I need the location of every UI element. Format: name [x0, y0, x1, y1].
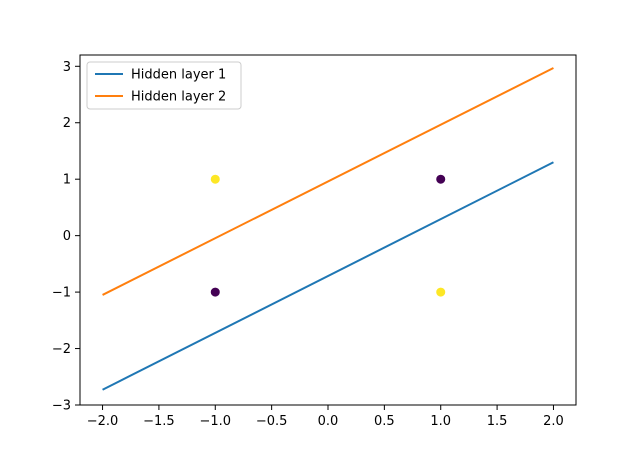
- x-tick-label: 0.0: [318, 414, 339, 429]
- data-point-3: [436, 174, 446, 184]
- x-tick-label: 2.0: [543, 414, 564, 429]
- x-tick-label: −2.0: [87, 414, 119, 429]
- legend-label-1: Hidden layer 1: [131, 68, 226, 83]
- y-tick-label: 0: [63, 229, 71, 244]
- legend-box: [86, 61, 242, 110]
- y-tick-label: −1: [52, 286, 71, 301]
- x-tick-label: 0.5: [374, 414, 395, 429]
- x-tick-label: −1.5: [143, 414, 175, 429]
- y-tick-label: −2: [52, 342, 71, 357]
- data-point-1: [210, 174, 220, 184]
- x-tick-label: −0.5: [256, 414, 288, 429]
- series-line-1: [102, 161, 554, 391]
- x-tick-label: 1.5: [487, 414, 508, 429]
- legend-label-2: Hidden layer 2: [131, 90, 226, 105]
- y-tick-label: 1: [63, 173, 71, 188]
- series-line-2: [102, 67, 554, 296]
- plot-area: [102, 67, 554, 391]
- x-tick-label: −1.0: [199, 414, 231, 429]
- y-tick-label: −3: [52, 399, 71, 414]
- y-tick-label: 3: [63, 60, 71, 75]
- y-tick-label: 2: [63, 116, 71, 131]
- data-point-2: [210, 287, 220, 297]
- data-point-4: [436, 287, 446, 297]
- legend: Hidden layer 1 Hidden layer 2: [86, 61, 242, 110]
- axes: −2.0 −1.5 −1.0 −0.5 0.0 0.5 1.0 1.5 2.0 −3 −2 −1 0 1 2…: [52, 54, 577, 429]
- x-tick-label: 1.0: [430, 414, 451, 429]
